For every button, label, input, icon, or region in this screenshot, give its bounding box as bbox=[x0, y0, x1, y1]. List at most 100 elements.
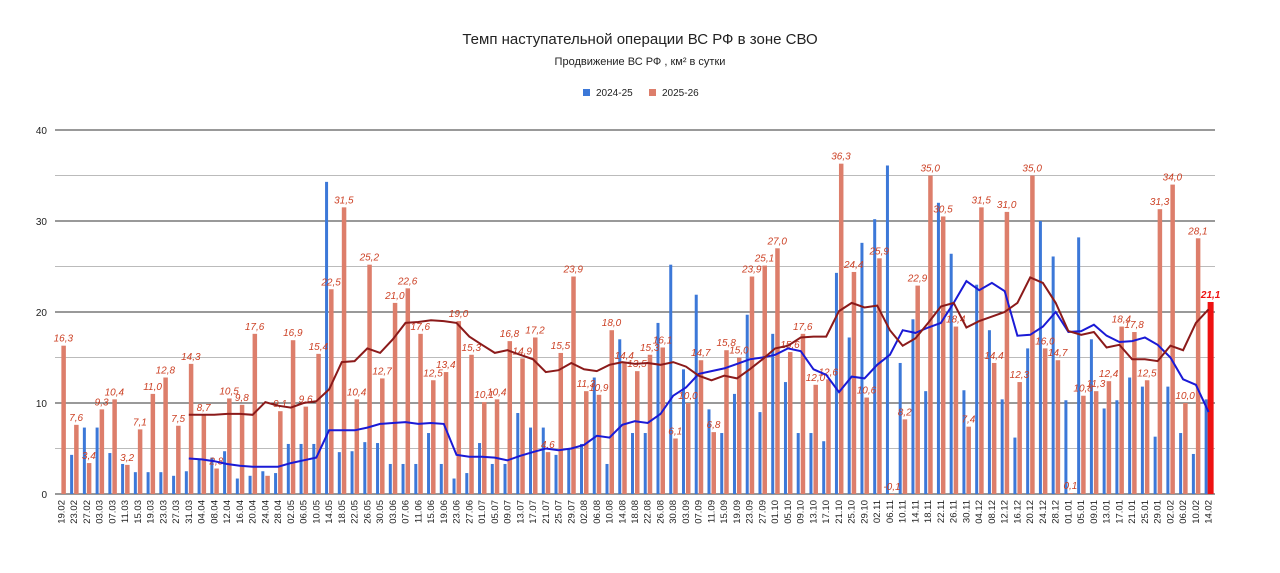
x-tick-label: 24.12 bbox=[1038, 500, 1049, 524]
bar bbox=[991, 362, 997, 494]
bar bbox=[975, 284, 979, 494]
data-label: 14,3 bbox=[181, 352, 201, 363]
bar bbox=[643, 433, 647, 494]
data-label: 11,0 bbox=[143, 382, 162, 393]
bar bbox=[609, 330, 615, 494]
data-label: 21,1 bbox=[1200, 290, 1221, 301]
bar bbox=[711, 432, 716, 494]
x-tick-label: 05.10 bbox=[783, 500, 794, 524]
data-label: 9,8 bbox=[235, 393, 249, 404]
data-label: 3,4 bbox=[82, 451, 96, 462]
data-label: 12,8 bbox=[156, 366, 176, 377]
x-tick-label: 04.04 bbox=[197, 500, 208, 524]
data-label: 0,1 bbox=[1063, 481, 1077, 492]
data-label: 23,9 bbox=[741, 265, 762, 276]
bar bbox=[274, 473, 278, 494]
bar bbox=[732, 393, 736, 494]
bar bbox=[1055, 360, 1061, 494]
x-tick-label: 07.03 bbox=[107, 500, 118, 524]
bar bbox=[860, 242, 864, 494]
bar bbox=[388, 463, 392, 494]
bar bbox=[1000, 399, 1004, 494]
y-tick-label: 10 bbox=[36, 399, 48, 410]
data-label: 15,4 bbox=[309, 342, 329, 353]
data-label: 16,8 bbox=[500, 329, 520, 340]
legend-swatch bbox=[583, 89, 590, 96]
bar bbox=[1144, 380, 1150, 494]
x-tick-label: 02.05 bbox=[286, 500, 297, 524]
legend-label: 2025-26 bbox=[662, 88, 699, 99]
bar bbox=[325, 181, 329, 494]
bar bbox=[520, 358, 525, 494]
data-label: 15,5 bbox=[551, 341, 571, 352]
data-label: 10,9 bbox=[589, 383, 609, 394]
x-tick-label: 10.08 bbox=[605, 500, 616, 524]
x-tick-label: 01.07 bbox=[477, 500, 488, 524]
x-tick-label: 14.02 bbox=[1204, 500, 1215, 524]
bar bbox=[74, 424, 79, 494]
bar bbox=[979, 207, 984, 494]
bar bbox=[150, 393, 156, 494]
bar bbox=[1170, 184, 1175, 494]
data-label: 12,6 bbox=[818, 367, 838, 378]
data-label: 31,5 bbox=[971, 195, 991, 206]
bar bbox=[380, 378, 385, 494]
bar bbox=[809, 433, 813, 494]
bar bbox=[172, 475, 176, 494]
data-label: 14,7 bbox=[1048, 348, 1068, 359]
x-tick-label: 25.07 bbox=[554, 500, 565, 524]
bar bbox=[1204, 399, 1208, 494]
bar bbox=[99, 409, 105, 494]
data-label: 11,3 bbox=[1087, 379, 1106, 390]
bar bbox=[571, 276, 576, 494]
bar bbox=[201, 414, 207, 494]
data-label: 10,6 bbox=[857, 386, 877, 397]
bar bbox=[363, 442, 367, 494]
bar bbox=[580, 443, 584, 494]
bar bbox=[834, 272, 838, 494]
bar bbox=[618, 339, 622, 494]
data-label: 6,8 bbox=[707, 420, 721, 431]
x-tick-label: 30.05 bbox=[375, 500, 386, 524]
data-label: 35,0 bbox=[920, 164, 940, 175]
data-label: 11,3 bbox=[577, 379, 596, 390]
bar bbox=[427, 433, 431, 494]
x-tick-label: 26.05 bbox=[362, 500, 373, 524]
data-label: 17,6 bbox=[245, 322, 265, 333]
data-label: 10,4 bbox=[487, 387, 507, 398]
bar bbox=[1064, 400, 1068, 494]
data-label: 27,0 bbox=[766, 236, 787, 247]
x-tick-label: 07.09 bbox=[694, 500, 705, 524]
x-tick-label: 06.08 bbox=[592, 500, 603, 524]
bar bbox=[133, 472, 137, 494]
x-tick-label: 02.11 bbox=[872, 500, 883, 523]
bar bbox=[800, 333, 806, 494]
bar bbox=[214, 468, 219, 494]
bar bbox=[121, 463, 125, 494]
x-tick-label: 19.03 bbox=[146, 500, 157, 524]
bar bbox=[724, 350, 729, 494]
bar bbox=[847, 337, 851, 494]
bar bbox=[1102, 408, 1106, 494]
x-tick-label: 07.06 bbox=[401, 500, 412, 524]
bar bbox=[86, 463, 92, 494]
bar bbox=[851, 271, 857, 494]
bar bbox=[299, 443, 303, 494]
bar bbox=[1004, 211, 1010, 494]
x-tick-label: 23.09 bbox=[745, 500, 756, 524]
bar bbox=[439, 463, 443, 494]
bar bbox=[656, 322, 660, 494]
bar bbox=[392, 302, 398, 494]
data-label: 17,6 bbox=[411, 322, 431, 333]
x-tick-label: 09.07 bbox=[503, 500, 514, 524]
bar bbox=[286, 443, 290, 494]
x-tick-label: 03.09 bbox=[681, 500, 692, 524]
data-label: 15,3 bbox=[640, 343, 660, 354]
bar bbox=[554, 454, 558, 494]
bar bbox=[826, 379, 831, 494]
x-tick-label: 11.09 bbox=[706, 500, 717, 523]
x-tick-label: 25.01 bbox=[1140, 500, 1151, 524]
data-label: 34,0 bbox=[1163, 173, 1183, 184]
chart-title: Темп наступательной операции ВС РФ в зон… bbox=[462, 31, 817, 48]
data-label: 18,0 bbox=[602, 318, 622, 329]
